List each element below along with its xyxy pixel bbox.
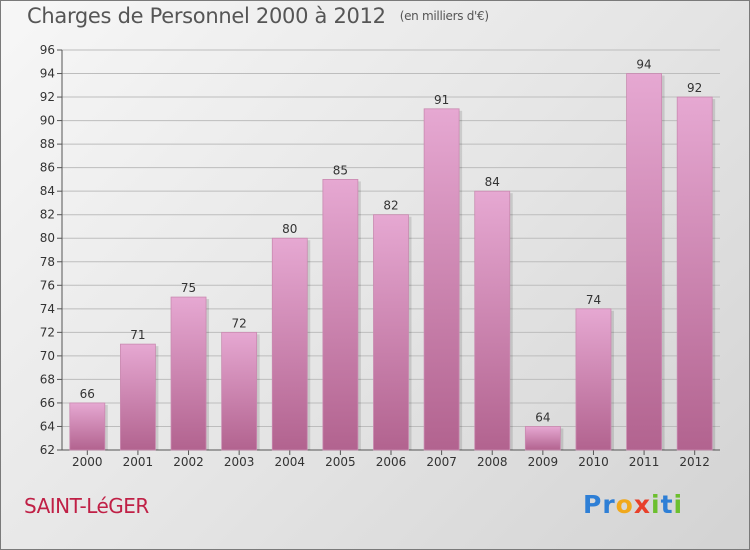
value-label: 75 xyxy=(181,281,196,295)
y-tick-label: 62 xyxy=(40,443,55,457)
x-tick-label: 2006 xyxy=(376,455,407,469)
value-label: 74 xyxy=(586,293,601,307)
value-label: 66 xyxy=(80,387,95,401)
value-label: 85 xyxy=(333,163,348,177)
chart-title: Charges de Personnel 2000 à 2012 (en mill… xyxy=(27,4,489,28)
bar xyxy=(170,296,207,451)
bar xyxy=(271,237,308,451)
x-tick-label: 2007 xyxy=(426,455,457,469)
y-tick-label: 72 xyxy=(40,325,55,339)
y-tick-label: 74 xyxy=(40,302,55,316)
y-tick-label: 90 xyxy=(40,114,55,128)
y-tick-label: 88 xyxy=(40,137,55,151)
y-tick-label: 82 xyxy=(40,208,55,222)
y-tick-label: 96 xyxy=(40,43,55,57)
value-label: 82 xyxy=(383,199,398,213)
y-tick-label: 86 xyxy=(40,161,55,175)
y-tick-label: 94 xyxy=(40,67,55,81)
x-tick-label: 2002 xyxy=(173,455,204,469)
place-name: SAINT-LéGER xyxy=(24,494,149,518)
value-label: 92 xyxy=(687,81,702,95)
y-tick-label: 68 xyxy=(40,372,55,386)
logo-letter: P xyxy=(583,490,603,519)
x-tick-label: 2005 xyxy=(325,455,356,469)
bar xyxy=(69,402,106,451)
logo-letter: t xyxy=(660,490,674,519)
value-label: 80 xyxy=(282,222,297,236)
chart-title-text: Charges de Personnel 2000 à 2012 xyxy=(27,4,386,28)
y-tick-label: 70 xyxy=(40,349,55,363)
y-tick-label: 76 xyxy=(40,278,55,292)
value-label: 91 xyxy=(434,93,449,107)
y-tick-label: 80 xyxy=(40,231,55,245)
logo-letter: i xyxy=(673,490,684,519)
bar xyxy=(423,108,460,451)
value-label: 71 xyxy=(130,328,145,342)
y-tick-label: 66 xyxy=(40,396,55,410)
x-tick-label: 2000 xyxy=(72,455,103,469)
y-tick-label: 64 xyxy=(40,419,55,433)
y-tick-label: 84 xyxy=(40,184,55,198)
bar xyxy=(524,426,561,451)
bar xyxy=(221,331,258,451)
value-label: 72 xyxy=(232,316,247,330)
x-tick-label: 2009 xyxy=(528,455,559,469)
bar xyxy=(676,96,713,451)
bar xyxy=(322,179,359,451)
x-tick-label: 2001 xyxy=(123,455,154,469)
bar xyxy=(626,73,662,451)
labels: 66 2000 71 2001 75 2002 72 2003 80 2004 85 2005 82 20… xyxy=(72,58,710,469)
chart-subtitle: (en milliers d'€) xyxy=(399,9,489,23)
logo-letter: x xyxy=(633,490,651,519)
bar xyxy=(120,343,156,451)
x-tick-label: 2010 xyxy=(578,455,609,469)
x-tick-label: 2008 xyxy=(477,455,508,469)
value-label: 94 xyxy=(636,58,651,72)
bars xyxy=(69,73,716,451)
x-tick-label: 2004 xyxy=(274,455,305,469)
logo-letter: r xyxy=(602,490,616,519)
bar xyxy=(575,308,612,451)
proxiti-logo[interactable]: Proxiti xyxy=(583,490,683,519)
bar xyxy=(373,214,409,451)
bar xyxy=(474,190,511,451)
value-label: 84 xyxy=(485,175,500,189)
y-tick-label: 78 xyxy=(40,255,55,269)
logo-letter: o xyxy=(615,490,634,519)
logo-letter: i xyxy=(651,490,661,519)
x-tick-label: 2011 xyxy=(629,455,660,469)
value-label: 64 xyxy=(535,410,550,424)
y-tick-label: 92 xyxy=(40,90,55,104)
x-tick-label: 2012 xyxy=(679,455,710,469)
x-tick-label: 2003 xyxy=(224,455,255,469)
